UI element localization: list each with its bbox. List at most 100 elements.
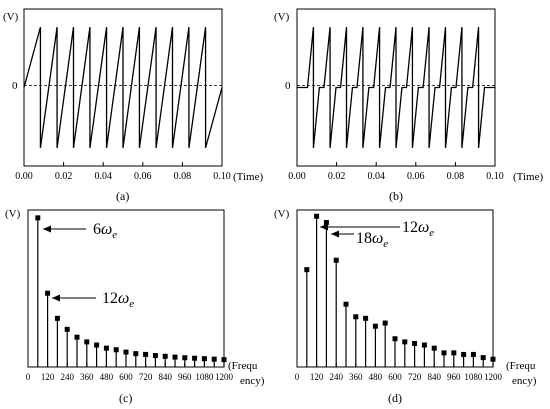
x-tick-label-d: 0 <box>295 372 300 382</box>
arrowhead-c-2 <box>52 294 60 302</box>
x-tick-label-a: 0.04 <box>94 171 112 182</box>
panel-c: (V) 0 120 240 360 480 600 720 840 960 1080 1200 (F… <box>5 208 265 405</box>
spectrum-point-c <box>162 353 168 359</box>
spectrum-point-d <box>470 351 476 357</box>
x-tick-label-b: 0.10 <box>486 171 504 182</box>
spectrum-point-c <box>192 355 198 361</box>
x-tick-label-a: 0.02 <box>55 171 73 182</box>
x-tick-label-c: 960 <box>178 372 192 382</box>
spectrum-point-d <box>314 213 320 219</box>
x-tick-label-b: 0.08 <box>447 171 465 182</box>
x-tick-label-d: 240 <box>329 372 343 382</box>
spectrum-point-c <box>35 215 41 221</box>
arrowhead-c-1 <box>43 225 51 233</box>
spectrum-point-c <box>143 351 149 357</box>
ylabel-d: (V) <box>274 208 290 220</box>
annotation-c-2-text: 12ωe <box>102 290 134 310</box>
xlabel-c-line2: ency) <box>240 375 265 387</box>
annotation-c-1-text: 6ωe <box>93 221 117 241</box>
spectrum-point-d <box>421 342 427 348</box>
spectrum-point-c <box>172 354 178 360</box>
spectrum-point-c <box>74 334 80 340</box>
caption-d: (d) <box>388 391 402 405</box>
spectrum-bars-d <box>304 213 496 367</box>
spectrum-point-c <box>84 339 90 345</box>
spectrum-point-d <box>431 345 437 351</box>
x-tick-label-a: 0.08 <box>174 171 192 182</box>
x-tick-label-c: 0 <box>26 372 31 382</box>
annotation-c-12we: 12ωe <box>52 290 134 310</box>
arrowhead-d-2 <box>331 230 339 238</box>
spectrum-point-c <box>152 353 158 359</box>
x-tick-label-c: 720 <box>139 372 153 382</box>
caption-c: (c) <box>119 391 132 405</box>
x-tick-label-d: 840 <box>427 372 441 382</box>
x-tick-label-c: 840 <box>158 372 172 382</box>
x-tick-label-d: 360 <box>349 372 363 382</box>
annotation-d-18we: 18ωe <box>331 230 388 250</box>
spectrum-point-c <box>182 355 188 361</box>
waveform-a <box>23 26 223 149</box>
panel-b: (V) 0 0.00 0.02 0.04 0.06 0.08 0.10 (Time) (b… <box>274 8 543 203</box>
spectrum-point-c <box>45 290 51 296</box>
x-tick-label-c: 600 <box>119 372 133 382</box>
xlabel-b: (Time) <box>513 171 543 183</box>
spectrum-point-c <box>54 315 60 321</box>
spectrum-point-d <box>382 320 388 326</box>
spectrum-point-c <box>123 349 129 355</box>
spectrum-point-c <box>221 357 227 363</box>
x-ticks-b: 0.00 0.02 0.04 0.06 0.08 0.10 <box>288 162 504 182</box>
x-tick-label-c: 1080 <box>195 372 214 382</box>
spectrum-point-d <box>392 336 398 342</box>
spectrum-point-d <box>333 257 339 263</box>
caption-a: (a) <box>116 189 129 203</box>
spectrum-point-d <box>343 301 349 307</box>
x-tick-label-d: 600 <box>388 372 402 382</box>
spectrum-point-c <box>201 356 207 362</box>
spectrum-point-d <box>480 355 486 361</box>
spectrum-point-d <box>353 314 359 320</box>
x-tick-label-b: 0.04 <box>367 171 385 182</box>
xlabel-a: (Time) <box>233 171 263 183</box>
waveform-b <box>297 27 495 148</box>
spectrum-point-c <box>94 342 100 348</box>
spectrum-point-c <box>133 351 139 357</box>
ylabel-b: (V) <box>274 11 290 23</box>
spectrum-point-d <box>451 350 457 356</box>
annotation-d-12we: 12ωe <box>320 219 434 239</box>
spectrum-point-c <box>64 326 70 332</box>
x-tick-label-a: 0.10 <box>213 171 231 182</box>
spectrum-point-d <box>441 350 447 356</box>
ylabel-a: (V) <box>3 11 19 23</box>
spectrum-point-c <box>103 345 109 351</box>
xlabel-c-line1: (Frequ <box>228 360 258 372</box>
x-tick-label-a: 0.00 <box>15 171 33 182</box>
x-ticks-a: 0.00 0.02 0.04 0.06 0.08 0.10 <box>15 162 231 182</box>
spectrum-point-d <box>490 356 496 362</box>
xlabel-d-line1: (Frequ <box>506 360 536 372</box>
x-tick-label-d: 960 <box>447 372 461 382</box>
x-tick-label-d: 480 <box>369 372 383 382</box>
spectrum-point-c <box>113 347 119 353</box>
x-tick-label-a: 0.06 <box>134 171 152 182</box>
annotation-d-1-text: 12ωe <box>402 219 434 239</box>
spectrum-bars-c <box>35 215 227 367</box>
ylabel-c: (V) <box>5 208 21 220</box>
x-tick-label-c: 480 <box>100 372 114 382</box>
x-tick-label-c: 1200 <box>215 372 234 382</box>
spectrum-point-c <box>211 356 217 362</box>
x-tick-label-c: 360 <box>80 372 94 382</box>
x-tick-label-d: 1200 <box>484 372 503 382</box>
spectrum-point-d <box>304 267 310 273</box>
x-tick-label-d: 120 <box>310 372 324 382</box>
zero-label-a: 0 <box>12 80 18 92</box>
caption-b: (b) <box>389 189 403 203</box>
spectrum-point-d <box>372 323 378 329</box>
x-tick-label-b: 0.06 <box>407 171 425 182</box>
spectrum-point-d <box>412 340 418 346</box>
x-tick-label-d: 1080 <box>464 372 483 382</box>
annotation-d-2-text: 18ωe <box>356 230 388 250</box>
spectrum-point-d <box>402 339 408 345</box>
zero-label-b: 0 <box>285 80 291 92</box>
